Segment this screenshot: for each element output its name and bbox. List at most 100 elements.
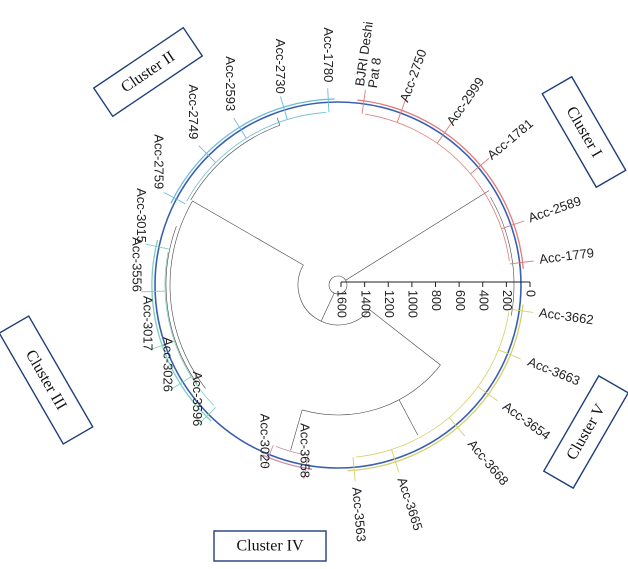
leaf-label: Acc-3658 [298, 423, 313, 478]
root-branch-main [320, 293, 335, 322]
cluster-label-box: Cluster IV [213, 530, 327, 562]
leaf-label: Acc-3015 [134, 188, 149, 243]
cluster-arc-4 [262, 454, 313, 470]
leaf-tip [151, 340, 175, 350]
leaf-tip [361, 89, 366, 114]
root-node [328, 275, 348, 295]
leaf-label: Acc-2759 [151, 134, 166, 189]
dendrogram-ring [154, 101, 522, 469]
leaf-tip [279, 96, 288, 120]
leaf-tip [470, 158, 490, 175]
scale-tick-label: 1000 [406, 290, 420, 318]
cluster-label-box: Cluster V [542, 374, 628, 490]
leaf-label: Acc-2589 [526, 193, 583, 225]
leaf-tip [170, 376, 192, 390]
leaf-label: Acc-1779 [538, 245, 594, 267]
leaf-tip [233, 117, 247, 139]
leaf-label: Acc-2750 [397, 47, 430, 104]
cluster-subarc-4 [275, 446, 306, 456]
leaf-label: Acc-3665 [395, 475, 426, 532]
cluster-box-frame [541, 75, 627, 189]
leaf-label: Acc-2593 [223, 56, 238, 111]
cluster-arc-3 [151, 239, 212, 422]
leaf-tip [303, 455, 309, 480]
leaf-label: Acc-3668 [465, 436, 512, 488]
scale-tick-label: 1600 [335, 290, 349, 318]
scale-tick-label: 1400 [358, 290, 372, 318]
leaf-tip [391, 449, 400, 473]
leaf-tip [198, 407, 216, 425]
cluster-box-frame [92, 26, 204, 118]
leaf-label: Acc-3026 [160, 337, 175, 392]
internal-arc-b [302, 364, 441, 416]
leaf-label: Acc-3020 [257, 414, 272, 469]
leaf-label: Acc-3556 [130, 237, 145, 292]
branch-to-cluster-4 [290, 409, 303, 451]
cluster-arc-5 [347, 304, 524, 472]
root-branch-cluster-1 [345, 190, 490, 281]
internal-arc-d [190, 124, 280, 201]
cluster-arc-2 [170, 98, 335, 204]
cluster-label-box: Cluster I [541, 75, 627, 189]
leaf-tip [141, 290, 166, 293]
leaf-label: Acc-3662 [538, 305, 594, 327]
leaf-tip [498, 349, 521, 360]
outer-ring [154, 101, 522, 469]
branch-arc-a-end [192, 200, 304, 266]
leaf-tip [145, 243, 169, 250]
internal-arc-c [169, 200, 206, 389]
leaf-tip [163, 192, 186, 205]
leaf-tip [448, 417, 465, 437]
cluster-arcs [141, 88, 534, 482]
leaf-tip [509, 260, 534, 265]
distance-scale: 0 200 400 600 800 1000 1200 1400 1600 [335, 281, 538, 318]
leaf-label: Acc-3017 [141, 296, 156, 351]
leaf-label-line: Pat 8 [365, 57, 384, 89]
leaf-tip [436, 123, 452, 144]
scale-tick-label: 0 [524, 290, 538, 297]
leaf-label: Acc-1780 [321, 27, 336, 82]
leaf-label: Acc-3654 [500, 399, 553, 443]
leaf-tip [263, 445, 274, 468]
internal-arc-a [297, 264, 370, 326]
internal-arc-e [165, 226, 198, 384]
leaf-tip [501, 220, 525, 230]
leaf-tip [198, 145, 216, 163]
scale-tick-label: 1200 [382, 290, 396, 318]
branch-to-cluster-5 [398, 399, 419, 436]
leaf-label: Acc-2749 [186, 84, 201, 139]
cluster-arc-1 [357, 99, 524, 269]
leaf-tip [477, 386, 498, 402]
leaf-label: Acc-1781 [484, 116, 536, 163]
cluster-label: Cluster IV [236, 538, 304, 555]
leaf-tip [396, 99, 406, 123]
leaf-label: BJRI DeshiPat 8 [352, 20, 389, 88]
scale-tick-label: 400 [477, 290, 491, 311]
leaf-label: Acc-3563 [349, 486, 369, 542]
leaf-label: Acc-2730 [273, 39, 288, 94]
leaf-tip [352, 457, 356, 482]
cluster-subarc-1 [364, 113, 510, 261]
cluster-subarc-5 [356, 311, 510, 458]
branch-arc-a-start [369, 309, 441, 366]
cluster-label-box: Cluster III [0, 315, 94, 445]
cluster-subarc-2 [186, 112, 326, 202]
internal-arc-f [490, 196, 515, 316]
cluster-box-frame [0, 315, 94, 445]
cluster-subarc-3 [164, 251, 214, 406]
cluster-box-frame [542, 374, 628, 490]
leaf-label: Acc-3596 [190, 371, 205, 426]
scale-tick-label: 800 [429, 290, 443, 311]
leaf-label: Acc-2999 [443, 74, 487, 128]
cluster-box-frame [213, 530, 327, 562]
scale-tick-label: 600 [453, 290, 467, 311]
leaf-tip [509, 308, 534, 313]
scale-tick-label: 200 [500, 290, 514, 311]
branch-to-cluster-2 [276, 117, 281, 126]
leaf-tip [327, 88, 330, 113]
dendrogram-branches [165, 117, 515, 451]
leaf-label: Acc-3663 [526, 354, 583, 388]
